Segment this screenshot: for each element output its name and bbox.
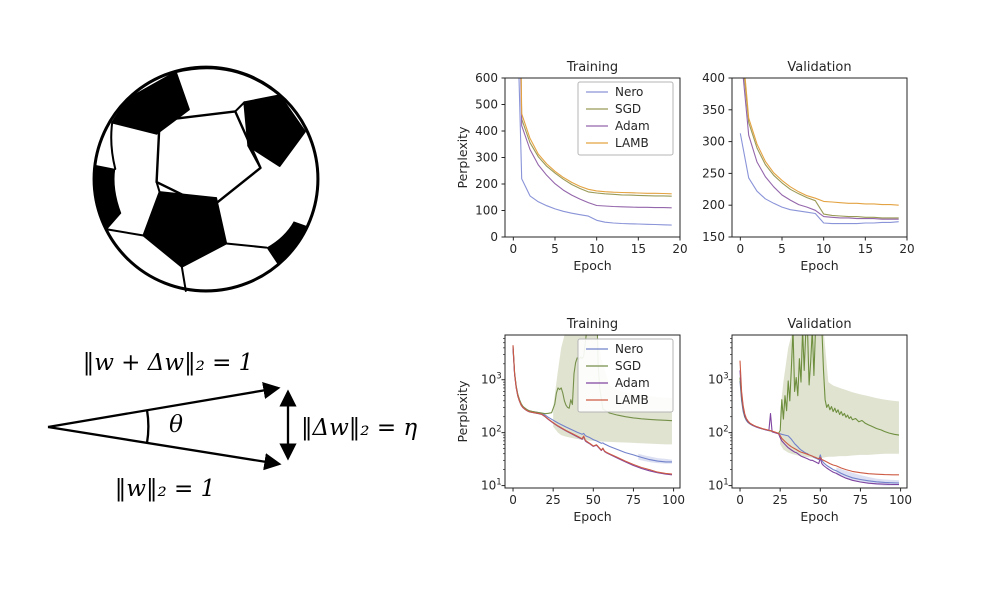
svg-text:101: 101 [481,478,502,493]
svg-text:300: 300 [475,151,498,165]
svg-text:200: 200 [702,198,725,212]
svg-text:0: 0 [490,230,498,244]
svg-text:Validation: Validation [787,60,851,75]
svg-text:50: 50 [586,493,601,507]
svg-text:400: 400 [475,124,498,138]
svg-text:10: 10 [816,242,831,256]
svg-text:5: 5 [551,242,559,256]
svg-text:Epoch: Epoch [800,509,838,524]
svg-text:50: 50 [813,493,828,507]
svg-text:Nero: Nero [615,342,643,356]
svg-text:Perplexity: Perplexity [455,380,470,443]
svg-text:400: 400 [702,71,725,85]
svg-text:0: 0 [510,242,518,256]
svg-text:600: 600 [475,71,498,85]
svg-text:0: 0 [509,493,517,507]
svg-text:15: 15 [858,242,873,256]
soccer-ball-icon [92,65,320,293]
svg-text:25: 25 [546,493,561,507]
svg-text:LAMB: LAMB [615,136,649,150]
equation-dw-norm: ‖Δw‖₂ = η [301,415,417,441]
vector-diagram-figure: ‖w + Δw‖₂ = 1 θ ‖Δw‖₂ = η ‖w‖₂ = 1 [30,340,460,525]
chart-training-100epoch: 0 25 50 75 100 101 102 103 Training Epoch Perplexi… [455,317,685,524]
svg-text:Validation: Validation [787,317,851,332]
svg-text:Epoch: Epoch [573,509,611,524]
equation-theta: θ [169,412,183,438]
vector-w-plus-dw [47,381,281,429]
chart-validation-100epoch: 0 25 50 75 100 101 102 103 Validation Epoch [708,317,912,524]
svg-text:10: 10 [589,242,604,256]
svg-text:100: 100 [475,204,498,218]
svg-text:Adam: Adam [615,376,650,390]
svg-text:102: 102 [481,425,502,440]
svg-text:102: 102 [708,425,729,440]
svg-text:SGD: SGD [615,102,641,116]
svg-text:Training: Training [566,317,618,332]
svg-text:5: 5 [778,242,786,256]
svg-text:LAMB: LAMB [615,393,649,407]
svg-text:0: 0 [737,242,745,256]
svg-text:103: 103 [481,372,502,387]
chart-training-20epoch: 0 5 10 15 200100200300400500600TrainingEpoch… [455,60,688,273]
equation-w-norm: ‖w‖₂ = 1 [115,476,215,502]
svg-text:150: 150 [702,230,725,244]
chart-validation-20epoch: 0 5 10 15 20 150 200 250 300 350 400 Validation Epoc… [702,60,915,273]
svg-text:500: 500 [475,98,498,112]
svg-text:Nero: Nero [615,85,643,99]
svg-text:Adam: Adam [615,119,650,133]
svg-text:25: 25 [773,493,788,507]
svg-text:15: 15 [631,242,646,256]
svg-text:0: 0 [736,493,744,507]
svg-text:350: 350 [702,103,725,117]
svg-text:103: 103 [708,372,729,387]
svg-text:Epoch: Epoch [800,258,838,273]
svg-text:101: 101 [708,478,729,493]
angle-arc [145,409,150,444]
svg-text:20: 20 [899,242,914,256]
svg-text:300: 300 [702,135,725,149]
svg-text:75: 75 [626,493,641,507]
vector-w [47,425,282,471]
svg-text:250: 250 [702,166,725,180]
soccer-ball-figure [85,58,327,300]
equation-w-plus-dw-norm: ‖w + Δw‖₂ = 1 [83,350,254,376]
svg-text:200: 200 [475,177,498,191]
svg-text:Perplexity: Perplexity [455,126,470,189]
svg-text:75: 75 [853,493,868,507]
svg-text:SGD: SGD [615,359,641,373]
svg-text:100: 100 [889,493,912,507]
svg-text:100: 100 [662,493,685,507]
svg-text:20: 20 [672,242,687,256]
svg-text:Epoch: Epoch [573,258,611,273]
svg-text:Training: Training [566,60,618,75]
